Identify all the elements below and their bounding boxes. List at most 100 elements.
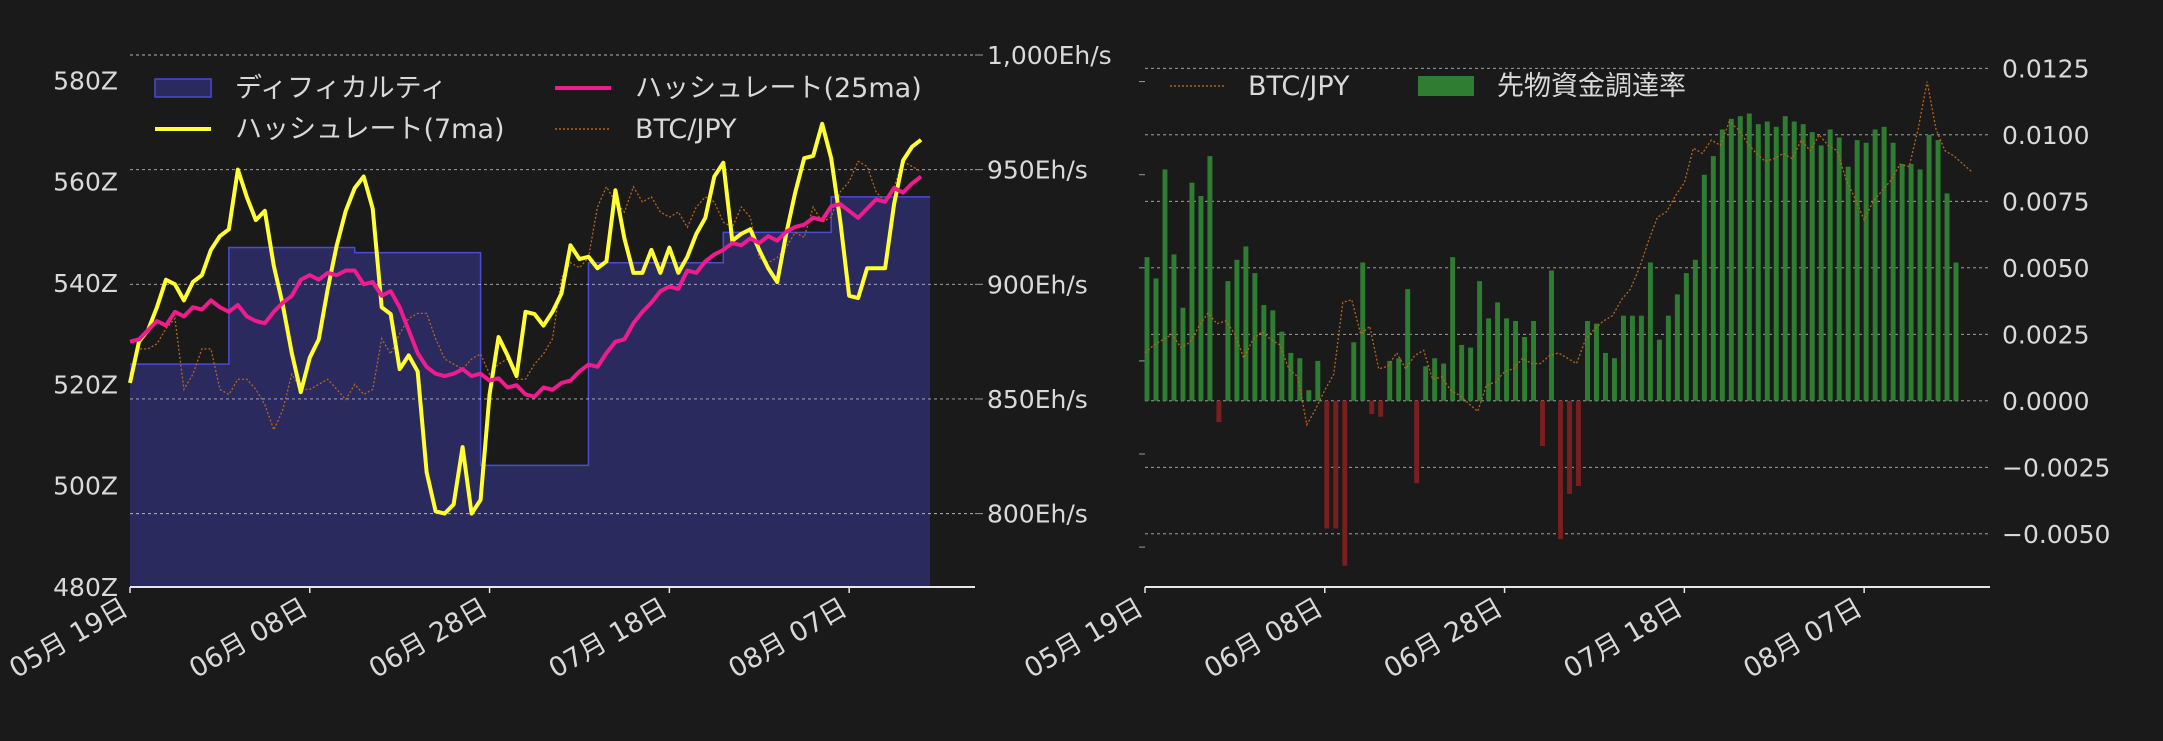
y-right-tick-label-800eh-s: 800Eh/s: [987, 500, 1088, 529]
funding-rate-bar: [1611, 358, 1617, 401]
funding-rate-bar: [1567, 400, 1572, 494]
x-tick-label-4: 07月 18日: [1559, 592, 1688, 684]
y-right-tick-label-950eh-s: 950Eh/s: [987, 156, 1088, 185]
funding-rate-bar: [1306, 390, 1312, 401]
funding-rate-bar: [1342, 400, 1348, 566]
funding-rate-bar: [1495, 302, 1501, 401]
y-left-tick-label-520z: 520Z: [53, 370, 118, 399]
funding-rate-bar: [1288, 352, 1294, 401]
funding-rate-bar: [1333, 400, 1339, 529]
funding-rate-bar: [1324, 400, 1330, 529]
funding-rate-bar: [1755, 124, 1761, 401]
funding-rate-bar: [1261, 305, 1267, 401]
funding-rate-bar: [1477, 281, 1483, 401]
funding-rate-bar: [1162, 169, 1168, 401]
legend-funding-rate-swatch: [1418, 76, 1474, 96]
funding-rate-bar: [1486, 318, 1492, 401]
x-tick-label-3: 06月 28日: [364, 592, 493, 684]
funding-rate-bar: [1674, 294, 1680, 401]
funding-rate-bar: [1549, 270, 1554, 401]
y-left-tick-label-580z: 580Z: [53, 66, 118, 95]
funding-rate-bar: [1665, 315, 1671, 401]
funding-rate-bar: [1180, 307, 1186, 401]
funding-rate-bar: [1908, 164, 1914, 401]
funding-rate-bar: [1144, 257, 1150, 401]
funding-rate-bar: [1171, 254, 1177, 401]
funding-rate-bar: [1728, 118, 1734, 401]
funding-rate-bar: [1279, 331, 1285, 401]
funding-rate-bar: [1692, 259, 1698, 401]
funding-rate-bar: [1513, 321, 1519, 401]
btc-jpy-line: [129, 160, 922, 432]
y-right-tick-label-900eh-s: 900Eh/s: [987, 270, 1088, 299]
funding-rate-bar: [1782, 116, 1788, 401]
funding-rate-bar: [1387, 360, 1393, 401]
y-right-tick-label-6: 0.0075: [2002, 187, 2089, 216]
funding-rate-bar: [1540, 400, 1546, 447]
funding-rate-bar: [1809, 132, 1815, 401]
funding-rate-bar: [1351, 342, 1357, 401]
funding-rate-bar: [1216, 400, 1222, 423]
funding-rate-bar: [1845, 166, 1851, 401]
funding-rate-bar: [1225, 281, 1231, 401]
funding-rate-bar: [1683, 273, 1689, 401]
funding-rate-bar: [1818, 145, 1824, 401]
left-chart-panel: 480Z 500Z 520Z 540Z 560Z 580Z 800Eh/s 850Eh/s 90…: [4, 41, 1111, 685]
funding-rate-bar: [1872, 129, 1878, 401]
funding-rate-bar: [1701, 174, 1707, 401]
right-chart-panel: −0.0050 −0.0025 0.0000 0.0025 0.0050 0.0075 0.…: [1019, 54, 2110, 684]
funding-rate-bar: [1234, 259, 1240, 401]
funding-rate-bar: [1647, 262, 1653, 401]
legend-hashrate-7ma-label: ハッシュレート(7ma): [235, 114, 505, 145]
funding-rate-bar: [1441, 363, 1447, 401]
funding-rate-bar: [1656, 339, 1662, 401]
funding-rate-bar: [1764, 121, 1770, 401]
funding-rate-bar: [1926, 134, 1932, 401]
funding-rate-bar: [1710, 156, 1716, 401]
funding-rate-bar: [1252, 273, 1258, 401]
funding-rate-bar: [1890, 142, 1896, 401]
x-tick-label-5: 08月 07日: [1738, 592, 1867, 684]
funding-rate-bar: [1881, 126, 1887, 401]
funding-rate-bar: [1378, 400, 1384, 417]
funding-rate-bar: [1620, 315, 1626, 401]
funding-rate-bar: [1719, 129, 1725, 401]
funding-rate-bar: [1800, 124, 1806, 401]
legend-difficulty-swatch: [154, 78, 212, 98]
hashrate-25ma-line: [129, 174, 923, 399]
y-left-tick-label-500z: 500Z: [53, 472, 118, 501]
y-right-tick-label-4: 0.0025: [2002, 320, 2089, 349]
funding-rate-bar: [1315, 360, 1321, 401]
funding-rate-bar: [1531, 321, 1537, 401]
legend-btc-jpy-label: BTC/JPY: [635, 114, 737, 145]
y-right-tick-label-1-000eh-s: 1,000Eh/s: [987, 41, 1112, 70]
y-right-tick-label-5: 0.0050: [2002, 254, 2089, 283]
x-tick-label-4: 07月 18日: [544, 592, 673, 684]
funding-rate-bar: [1396, 358, 1402, 401]
y-left-tick-label-480z: 480Z: [53, 573, 118, 602]
funding-rate-bar: [1450, 257, 1456, 401]
funding-rate-bar: [1944, 193, 1950, 401]
x-tick-label-5: 08月 07日: [723, 592, 852, 684]
funding-rate-bar: [1602, 352, 1608, 401]
funding-rate-bar: [1522, 336, 1528, 401]
funding-rate-bar: [1243, 246, 1249, 401]
x-tick-label-1: 05月 19日: [1019, 592, 1148, 684]
y-right-tick-label-3: 0.0000: [2002, 387, 2089, 416]
x-tick-label-3: 06月 28日: [1379, 592, 1508, 684]
funding-rate-bar: [1504, 318, 1510, 401]
funding-rate-bar: [1189, 182, 1195, 401]
funding-rate-bar: [1198, 195, 1204, 401]
funding-rate-bar: [1791, 121, 1797, 401]
funding-rate-bar: [1414, 400, 1420, 484]
funding-rate-bar: [1827, 129, 1833, 401]
difficulty-area: [130, 196, 931, 587]
y-left-tick-label-540z: 540Z: [53, 269, 118, 298]
funding-rate-bar: [1899, 164, 1905, 401]
x-tick-label-2: 06月 08日: [1199, 592, 1328, 684]
funding-rate-bar: [1638, 315, 1644, 401]
funding-rate-bar: [1863, 142, 1869, 401]
x-tick-label-1: 05月 19日: [4, 592, 133, 684]
funding-rate-bar: [1737, 116, 1743, 401]
